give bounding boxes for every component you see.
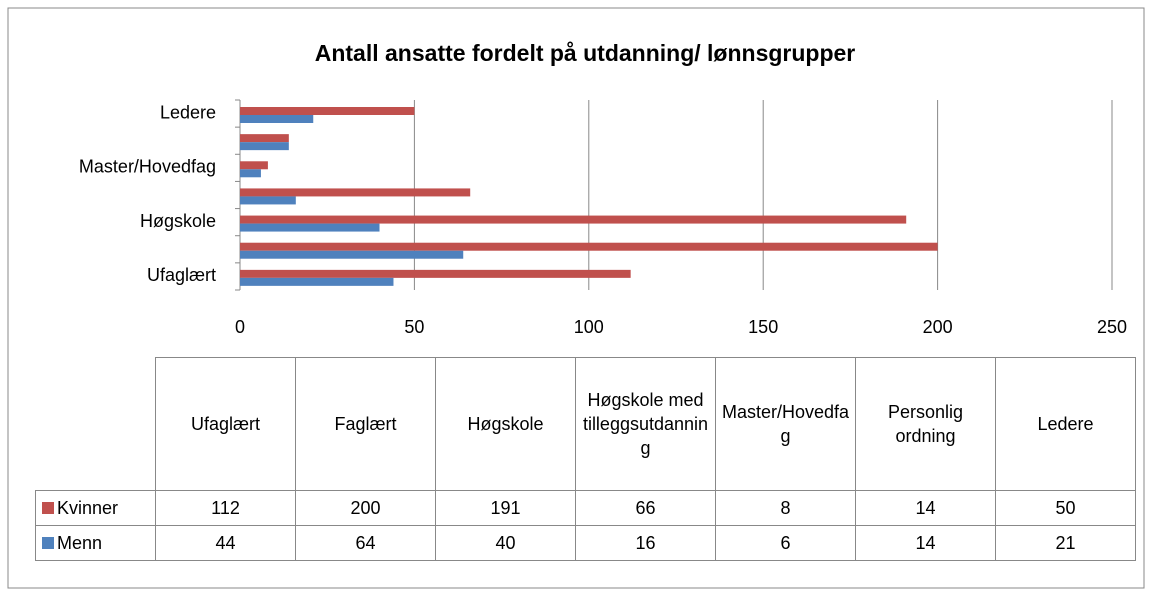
legend-swatch [42, 501, 54, 514]
bar [240, 161, 268, 170]
chart-title: Antall ansatte fordelt på utdanning/ løn… [315, 40, 856, 66]
bar [240, 250, 464, 259]
value-cell: 6 [715, 525, 856, 561]
value-cell: 66 [575, 490, 716, 526]
legend-swatch [42, 536, 54, 549]
category-header: Ledere [995, 357, 1136, 491]
value-cell: 64 [295, 525, 436, 561]
y-tick-label: Ufaglært [147, 265, 216, 285]
series-row: Menn 44 64 40 16 6 14 21 [35, 525, 1136, 561]
x-tick-label: 50 [404, 317, 424, 337]
x-tick-label: 250 [1097, 317, 1127, 337]
bar [240, 188, 471, 197]
value-cell: 14 [855, 490, 996, 526]
value-cell: 200 [295, 490, 436, 526]
category-header: Master/Hovedfag [715, 357, 856, 491]
bar [240, 115, 314, 123]
bar [240, 277, 394, 286]
value-cell: 8 [715, 490, 856, 526]
x-tick-label: 150 [748, 317, 778, 337]
bar [240, 215, 907, 224]
bar [240, 223, 380, 232]
value-cell: 44 [155, 525, 296, 561]
category-header: Faglært [295, 357, 436, 491]
bar [240, 142, 289, 151]
blank-cell [35, 357, 156, 491]
x-tick-label: 200 [923, 317, 953, 337]
value-cell: 21 [995, 525, 1136, 561]
value-cell: 16 [575, 525, 716, 561]
data-table: Ufaglært Faglært Høgskole Høgskole med till… [35, 357, 1136, 561]
x-tick-label: 100 [574, 317, 604, 337]
category-header: Høgskole med tilleggsutdanning [575, 357, 716, 491]
y-tick-label: Høgskole [140, 211, 216, 231]
legend-cell: Menn [35, 525, 156, 561]
series-row: Kvinner 112 200 191 66 8 14 50 [35, 490, 1136, 526]
legend-label: Menn [57, 532, 103, 553]
value-cell: 112 [155, 490, 296, 526]
bar [240, 107, 415, 115]
bar [240, 196, 296, 205]
value-cell: 50 [995, 490, 1136, 526]
legend-cell: Kvinner [35, 490, 156, 526]
value-cell: 14 [855, 525, 996, 561]
y-tick-label: Master/Hovedfag [79, 157, 216, 177]
value-cell: 191 [435, 490, 576, 526]
bar [240, 269, 631, 278]
y-tick-label: Ledere [160, 102, 216, 122]
legend-label: Kvinner [57, 497, 119, 518]
x-tick-label: 0 [235, 317, 245, 337]
category-header: Ufaglært [155, 357, 296, 491]
bar [240, 242, 938, 251]
bar [240, 169, 261, 178]
category-header: Høgskole [435, 357, 576, 491]
bar [240, 134, 289, 143]
header-row: Ufaglært Faglært Høgskole Høgskole med till… [35, 357, 1136, 491]
category-header: Personlig ordning [855, 357, 996, 491]
value-cell: 40 [435, 525, 576, 561]
